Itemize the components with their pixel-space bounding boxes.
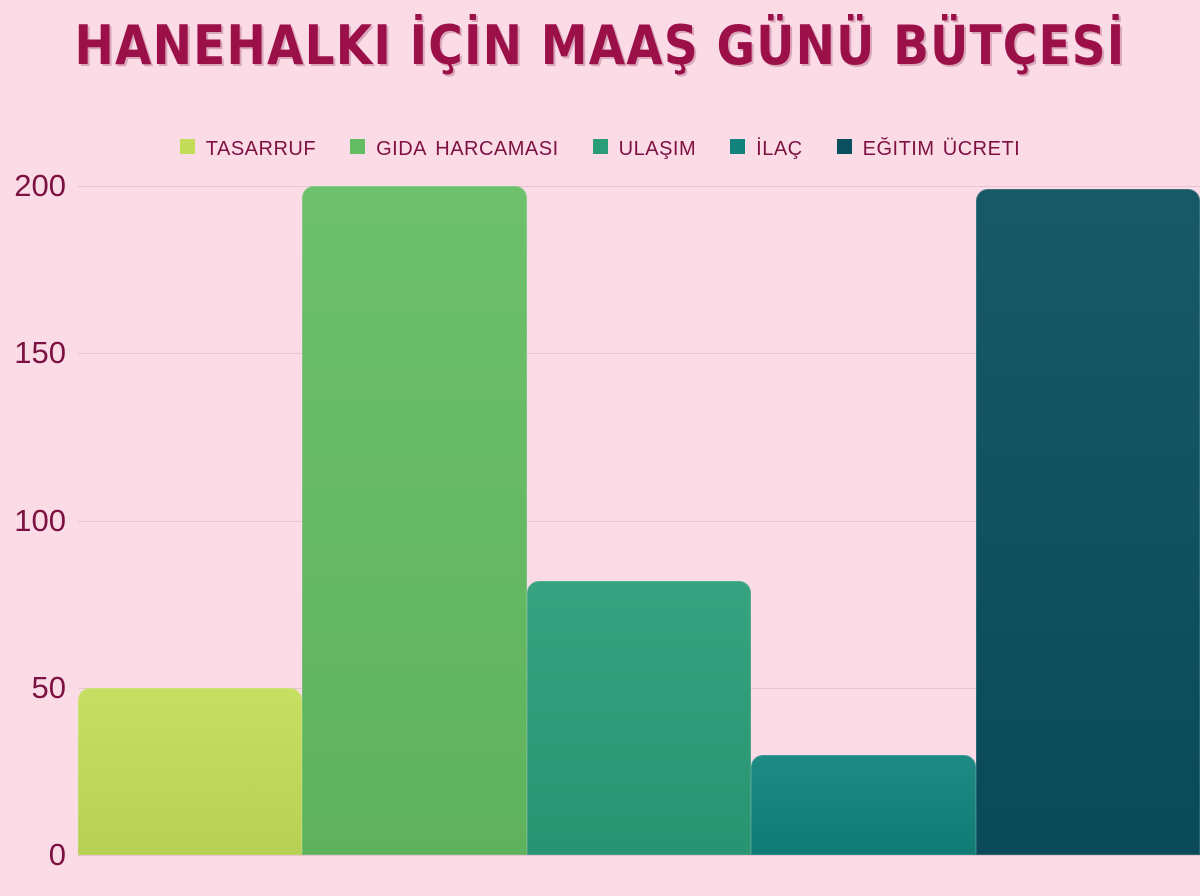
legend-swatch-icon	[730, 138, 746, 154]
gridline	[78, 855, 1200, 856]
legend-item[interactable]: Eğitim Ücreti	[836, 130, 1021, 162]
legend-item[interactable]: İlaç	[730, 130, 802, 162]
legend-item[interactable]: Gıda Harcaması	[350, 130, 559, 162]
bar[interactable]	[751, 754, 976, 856]
y-axis-tick-label: 200	[14, 168, 66, 203]
legend-item-label: Ulaşım	[618, 130, 697, 161]
legend-item[interactable]: Tasarruf	[179, 130, 317, 162]
y-axis-tick-label: 150	[14, 335, 66, 371]
legend-item-label: Gıda Harcaması	[376, 130, 559, 161]
legend-item-label: Tasarruf	[205, 130, 317, 161]
bar[interactable]	[78, 687, 303, 856]
legend-item[interactable]: Ulaşım	[592, 130, 697, 162]
legend-swatch-icon	[350, 138, 366, 154]
bar[interactable]	[302, 186, 528, 855]
legend-swatch-icon	[592, 138, 608, 154]
bar[interactable]	[975, 189, 1200, 855]
legend-item-label: Eğitim Ücreti	[862, 130, 1021, 161]
gridline	[78, 353, 1200, 355]
chart-legend: Tasarruf Gıda Harcaması Ulaşım İlaç Eğitim Ü…	[0, 130, 1200, 162]
y-axis-tick-label: 50	[31, 669, 66, 705]
gridline	[78, 186, 1200, 187]
plot-area: 0 50 100 150 200	[14, 168, 1200, 872]
chart-title: HANEHALKI İÇİN MAAŞ GÜNÜ BÜTÇESİ	[74, 14, 1126, 78]
legend-swatch-icon	[179, 138, 195, 154]
legend-swatch-icon	[836, 138, 852, 154]
legend-item-label: İlaç	[756, 130, 803, 161]
y-axis-tick-label: 100	[14, 502, 66, 538]
y-axis-tick-label: 0	[48, 837, 66, 872]
bar-series	[78, 186, 1200, 856]
gridline	[78, 520, 1200, 522]
bar[interactable]	[526, 580, 752, 856]
